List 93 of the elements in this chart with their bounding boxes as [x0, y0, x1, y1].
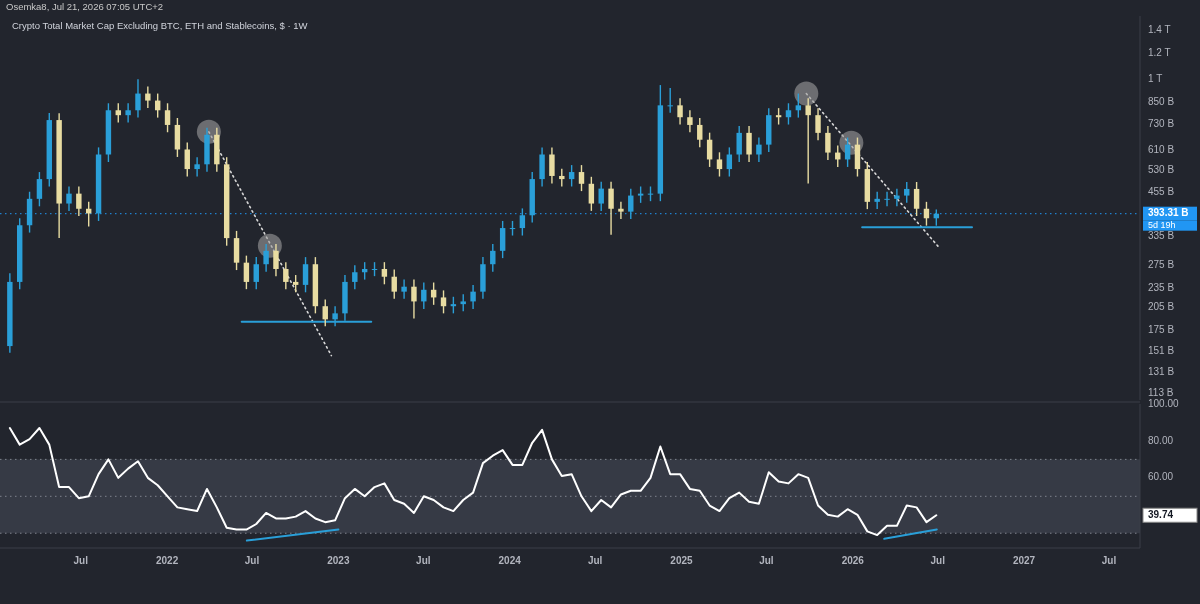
candlestick [667, 87, 673, 114]
candlestick [568, 164, 575, 188]
candlestick [825, 125, 831, 161]
y-tick-label: 393.31 B [1148, 207, 1189, 219]
candlestick [302, 256, 309, 293]
line-series [8, 427, 938, 537]
text: Osemka8, Jul 21, 2026 07:05 UTC+2 [6, 1, 164, 12]
candlestick [884, 191, 890, 207]
y-tick-label: 1.4 T [1148, 24, 1171, 36]
candlestick [273, 243, 279, 277]
x-tick-label: 2024 [498, 555, 522, 566]
candlestick [756, 136, 762, 163]
y-tick-label: 1.2 T [1148, 46, 1171, 58]
candlestick [519, 207, 526, 237]
y-tick-label: 530 B [1148, 164, 1175, 176]
point [794, 81, 819, 106]
candlestick [184, 141, 190, 178]
candlestick [697, 117, 703, 148]
x-tick-label: Jul [73, 555, 89, 566]
candlestick [805, 97, 811, 185]
candlestick [66, 185, 72, 212]
y-tick-label: 335 B [1148, 230, 1175, 242]
candlestick [913, 181, 920, 217]
candlestick [76, 185, 82, 217]
candlestick [243, 254, 250, 290]
x-tick-label: 2027 [1012, 555, 1036, 566]
candlestick [352, 264, 358, 290]
candlestick [440, 289, 447, 315]
y-tick-label: 100.00 [1148, 397, 1180, 409]
x-tick-label: 2025 [670, 555, 694, 566]
candlestick [470, 284, 476, 310]
candlestick [283, 261, 289, 290]
candlestick [736, 125, 742, 163]
x-tick-label: Jul [244, 555, 260, 566]
y-tick-label: 175 B [1148, 324, 1175, 336]
ref-line-label: 5d 19h [1148, 220, 1176, 231]
y-tick-label: 113 B [1148, 387, 1174, 399]
y-tick-label: 235 B [1148, 281, 1175, 293]
candlestick [578, 164, 585, 192]
y-tick-label: 730 B [1148, 118, 1175, 130]
candlestick [322, 298, 328, 328]
candlestick [411, 278, 417, 320]
y-tick-label: 60.00 [1148, 471, 1174, 483]
candlestick [904, 181, 910, 204]
candlestick [628, 187, 634, 220]
candlestick [145, 85, 151, 109]
x-tick-label: Jul [1101, 555, 1117, 566]
candlestick [618, 201, 624, 220]
candlestick [785, 102, 792, 126]
y-tick-label: 850 B [1148, 96, 1175, 108]
y-tick-label: 131 B [1148, 365, 1175, 377]
y-tick-label: 80.00 [1148, 434, 1174, 446]
y-tick-label: 1 T [1148, 72, 1163, 84]
candlestick [894, 187, 900, 207]
candlestick [598, 181, 604, 212]
candlestick [874, 191, 880, 210]
y-tick-label: 39.74 [1148, 508, 1174, 520]
candlestick [164, 102, 171, 133]
candlestick [391, 268, 397, 300]
candlestick [125, 102, 131, 124]
x-tick-label: 2022 [155, 555, 179, 566]
candlestick [135, 78, 141, 119]
y-tick-label: 151 B [1148, 345, 1175, 357]
candlestick [421, 281, 427, 310]
candlestick [549, 146, 555, 185]
candlestick [115, 102, 121, 124]
candlestick [253, 256, 259, 290]
x-tick-label: 2023 [327, 555, 350, 566]
y-tick-label: 275 B [1148, 258, 1175, 270]
x-tick-label: Jul [930, 555, 946, 566]
candlestick [588, 176, 595, 212]
x-tick-label: 2026 [841, 555, 865, 566]
candlestick [716, 151, 723, 178]
candlestick [263, 243, 269, 273]
candlestick [687, 109, 693, 133]
candlestick [815, 107, 821, 141]
candlestick [608, 181, 614, 236]
y-tick-label: 205 B [1148, 301, 1175, 313]
candlestick [746, 125, 752, 163]
candlestick [490, 243, 496, 273]
candlestick [36, 171, 43, 207]
candlestick [499, 220, 506, 259]
candlestick [381, 261, 388, 285]
candlestick [677, 97, 683, 126]
y-tick-label: 455 B [1148, 186, 1175, 198]
candlestick [194, 156, 200, 178]
x-tick-label: Jul [416, 555, 431, 566]
x-tick-label: Jul [587, 555, 603, 566]
candlestick [401, 278, 407, 300]
x-tick-label: Jul [759, 555, 774, 566]
y-tick-label: 610 B [1148, 144, 1175, 156]
candlestick [795, 92, 802, 119]
text: Crypto Total Market Cap Excluding BTC, ETH and Stablecoins, $ · 1W [12, 19, 308, 31]
